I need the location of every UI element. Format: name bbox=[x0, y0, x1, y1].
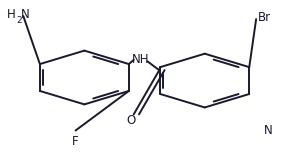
Text: N: N bbox=[263, 124, 272, 137]
Text: N: N bbox=[21, 8, 30, 21]
Text: O: O bbox=[126, 114, 135, 127]
Text: Br: Br bbox=[258, 11, 271, 24]
Text: 2: 2 bbox=[16, 16, 22, 25]
Text: H: H bbox=[7, 8, 16, 21]
Text: F: F bbox=[72, 135, 79, 148]
Text: NH: NH bbox=[132, 53, 150, 66]
